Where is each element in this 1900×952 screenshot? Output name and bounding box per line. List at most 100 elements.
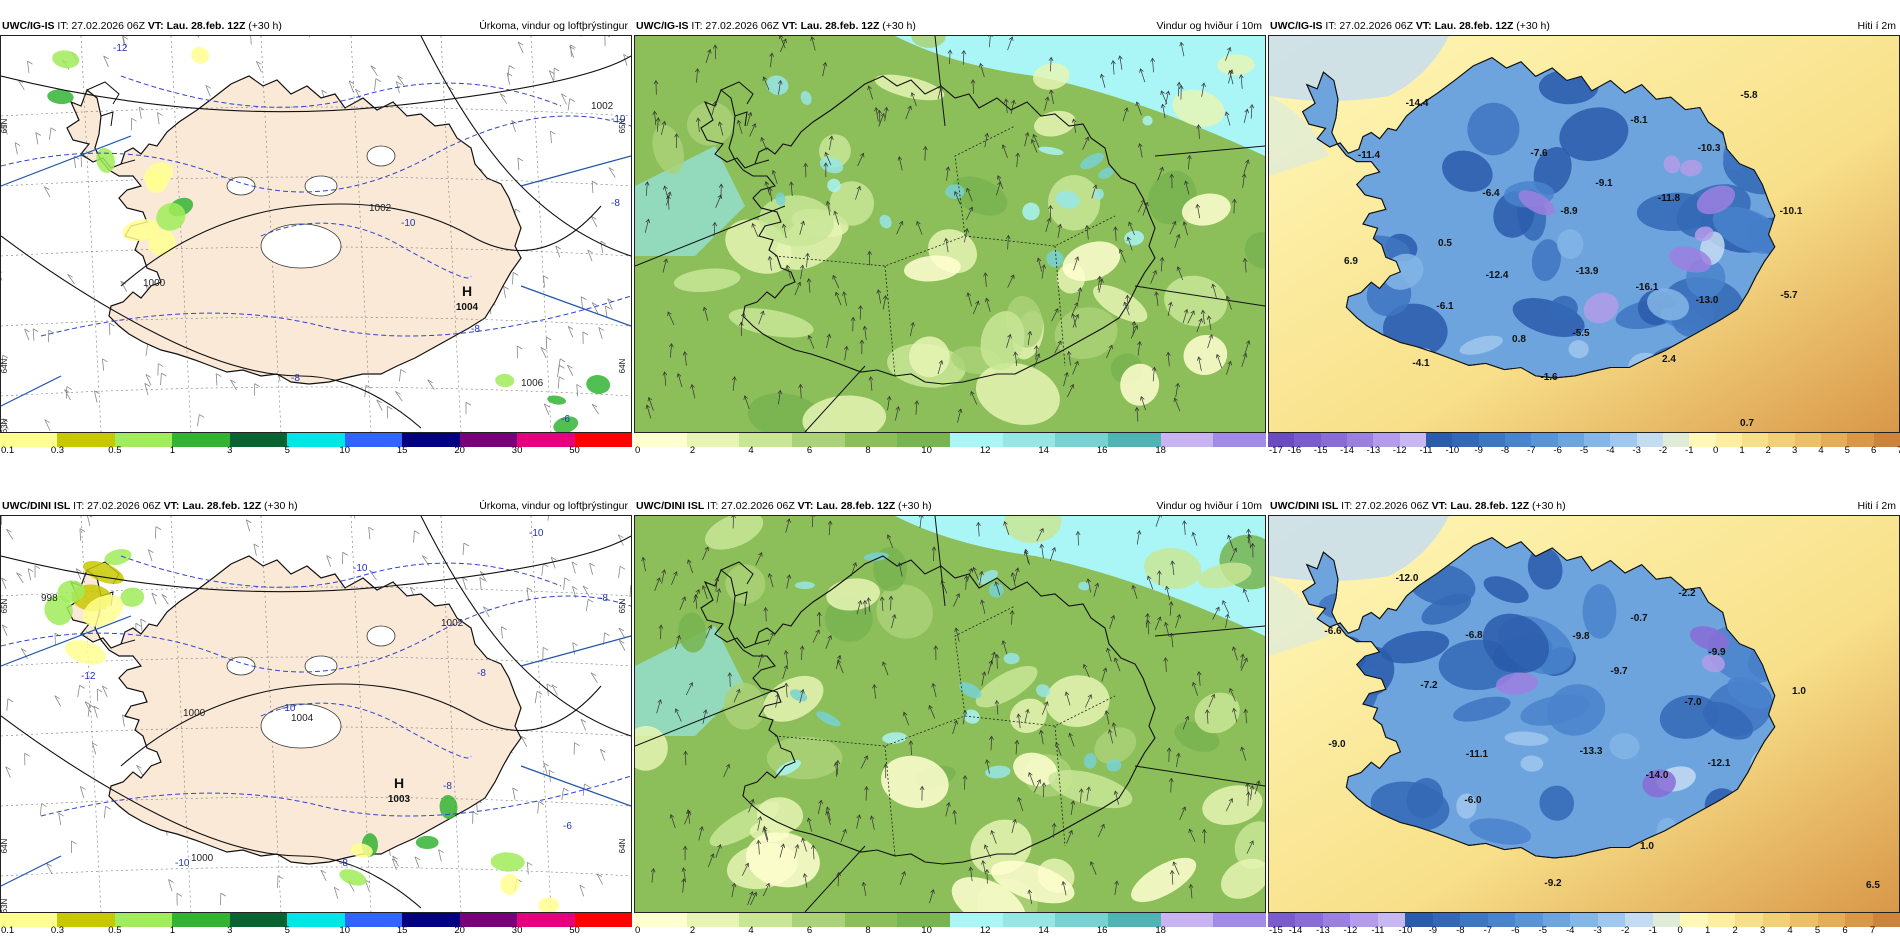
colorbar-tick-label: -10 bbox=[1399, 926, 1413, 936]
temperature-label: -5.5 bbox=[1572, 328, 1590, 339]
map-wind-gusts[interactable] bbox=[634, 515, 1266, 913]
colorbar-swatch bbox=[172, 433, 230, 447]
colorbar-swatch bbox=[1763, 913, 1791, 927]
colorbar-swatch bbox=[230, 433, 288, 447]
valid-time: Lau. 28.feb. 12Z bbox=[801, 20, 880, 32]
lead-time: (+30 h) bbox=[882, 20, 916, 32]
colorbar-swatch bbox=[287, 433, 345, 447]
temperature-label: -6.6 bbox=[1324, 626, 1342, 637]
colorbar-tick-label: -2 bbox=[1621, 926, 1629, 936]
temperature-label: -13.9 bbox=[1576, 266, 1599, 277]
isotherm-label: -8 bbox=[471, 324, 480, 335]
panel-title: Úrkoma, vindur og loftþrýstingur bbox=[479, 18, 628, 34]
colorbar-tick-label: 4 bbox=[748, 446, 753, 456]
glacier bbox=[305, 656, 337, 676]
colorbar-tick-label: -14 bbox=[1340, 446, 1354, 456]
colorbar-temperature: -17-16-15-14-13-12-11-10-9-8-7-6-5-4-3-2… bbox=[1268, 433, 1900, 453]
colorbar-tick-label: -12 bbox=[1344, 926, 1358, 936]
lead-time: (+30 h) bbox=[264, 500, 298, 512]
colorbar-tick-label: 16 bbox=[1097, 926, 1108, 936]
colorbar-tick-label: -12 bbox=[1393, 446, 1407, 456]
colorbar-tick-label: 2 bbox=[1766, 446, 1771, 456]
colorbar-swatch bbox=[1818, 913, 1846, 927]
colorbar-tick-label: 1 bbox=[170, 926, 175, 936]
glacier bbox=[367, 146, 395, 166]
colorbar-tick-label: 0.1 bbox=[1, 926, 14, 936]
colorbar-swatch bbox=[287, 913, 345, 927]
colorbar-swatch bbox=[230, 913, 288, 927]
colorbar-tick-label: -15 bbox=[1314, 446, 1328, 456]
temperature-label: -14.4 bbox=[1406, 98, 1429, 109]
valid-time-label: VT: bbox=[148, 20, 164, 32]
panel-dini-temp: UWC/DINI ISL IT: 27.02.2026 06Z VT: Lau.… bbox=[1268, 498, 1900, 952]
colorbar-swatch bbox=[115, 913, 173, 927]
isotherm-label: -12 bbox=[113, 43, 128, 54]
map-wind-gusts[interactable] bbox=[634, 35, 1266, 433]
isotherm-label: -8 bbox=[339, 858, 348, 869]
colorbar-tick-label: -17 bbox=[1269, 446, 1283, 456]
isotherm-label: -8 bbox=[611, 198, 620, 209]
colorbar-tick-label: -14 bbox=[1289, 926, 1303, 936]
colorbar-tick-label: 4 bbox=[748, 926, 753, 936]
colorbar-swatch bbox=[1108, 913, 1161, 927]
colorbar-tick-label: 0 bbox=[635, 446, 640, 456]
model-name: UWC/IG-IS bbox=[636, 20, 689, 32]
colorbar-swatch bbox=[115, 433, 173, 447]
colorbar-tick-label: -3 bbox=[1632, 446, 1640, 456]
isotherm-label: -10 bbox=[353, 563, 368, 574]
colorbar-tick-label: 8 bbox=[865, 446, 870, 456]
map-temperature[interactable]: -14.4-11.4-7.6-6.4-8.9-8.1-10.3-5.8-9.1-… bbox=[1268, 35, 1900, 433]
isotherm-label: -6 bbox=[561, 414, 570, 425]
panel-header: UWC/IG-IS IT: 27.02.2026 06Z VT: Lau. 28… bbox=[634, 18, 1266, 34]
colorbar-tick-label: -4 bbox=[1566, 926, 1574, 936]
colorbar-tick-label: -5 bbox=[1539, 926, 1547, 936]
temperature-label: -5.7 bbox=[1780, 290, 1798, 301]
valid-time-label: VT: bbox=[164, 500, 180, 512]
colorbar-swatch bbox=[517, 433, 575, 447]
colorbar-tick-label: -4 bbox=[1606, 446, 1614, 456]
temperature-label: -5.8 bbox=[1740, 90, 1758, 101]
map-temperature[interactable]: -12.0-6.6-6.8-9.8-0.7-2.2-9.9-9.7-7.2-9.… bbox=[1268, 515, 1900, 913]
colorbar-swatch bbox=[950, 913, 1003, 927]
isotherm-label: -8 bbox=[443, 781, 452, 792]
temperature-label: -12.0 bbox=[1396, 573, 1419, 584]
panel-header: UWC/DINI ISL IT: 27.02.2026 06Z VT: Lau.… bbox=[0, 498, 632, 514]
colorbar-swatch bbox=[1735, 913, 1763, 927]
colorbar-tick-label: -8 bbox=[1501, 446, 1509, 456]
colorbar-tick-label: 0 bbox=[1678, 926, 1683, 936]
colorbar-tick-label: -5 bbox=[1580, 446, 1588, 456]
isotherm-label: -8 bbox=[291, 373, 300, 384]
temperature-label: 0.5 bbox=[1438, 238, 1452, 249]
colorbar-swatch bbox=[1845, 913, 1873, 927]
colorbar-tick-label: 6 bbox=[1871, 446, 1876, 456]
colorbar-tick-label: -16 bbox=[1287, 446, 1301, 456]
colorbar-tick-label: 0.5 bbox=[108, 446, 121, 456]
isotherm-label: -6 bbox=[563, 821, 572, 832]
high-pressure-value: 1003 bbox=[388, 794, 411, 805]
model-name: UWC/DINI ISL bbox=[1270, 500, 1338, 512]
valid-time: Lau. 28.feb. 12Z bbox=[1450, 500, 1529, 512]
colorbar-swatch bbox=[57, 433, 115, 447]
colorbar-tick-label: 6 bbox=[807, 926, 812, 936]
colorbar-tick-label: 5 bbox=[285, 926, 290, 936]
colorbar-tick-label: 0.1 bbox=[1, 446, 14, 456]
colorbar-tick-label: 14 bbox=[1038, 446, 1049, 456]
lead-time: (+30 h) bbox=[1532, 500, 1566, 512]
temperature-label: -9.9 bbox=[1708, 647, 1726, 658]
model-name: UWC/DINI ISL bbox=[2, 500, 70, 512]
valid-time-label: VT: bbox=[798, 500, 814, 512]
colorbar-tick-label: 30 bbox=[512, 926, 523, 936]
isotherm-label: -10 bbox=[175, 858, 190, 869]
colorbar-swatch bbox=[792, 913, 845, 927]
isobar-label: 1006 bbox=[521, 378, 544, 389]
temperature-label: 2.4 bbox=[1662, 354, 1676, 365]
glacier bbox=[261, 704, 341, 748]
isobar-label: 1000 bbox=[143, 278, 166, 289]
isobar-label: 1002 bbox=[441, 618, 464, 629]
colorbar-tick-label: 18 bbox=[1155, 446, 1166, 456]
colorbar-tick-label: 12 bbox=[980, 926, 991, 936]
colorbar-swatch bbox=[1873, 913, 1900, 927]
temperature-label: -9.1 bbox=[1595, 178, 1613, 189]
